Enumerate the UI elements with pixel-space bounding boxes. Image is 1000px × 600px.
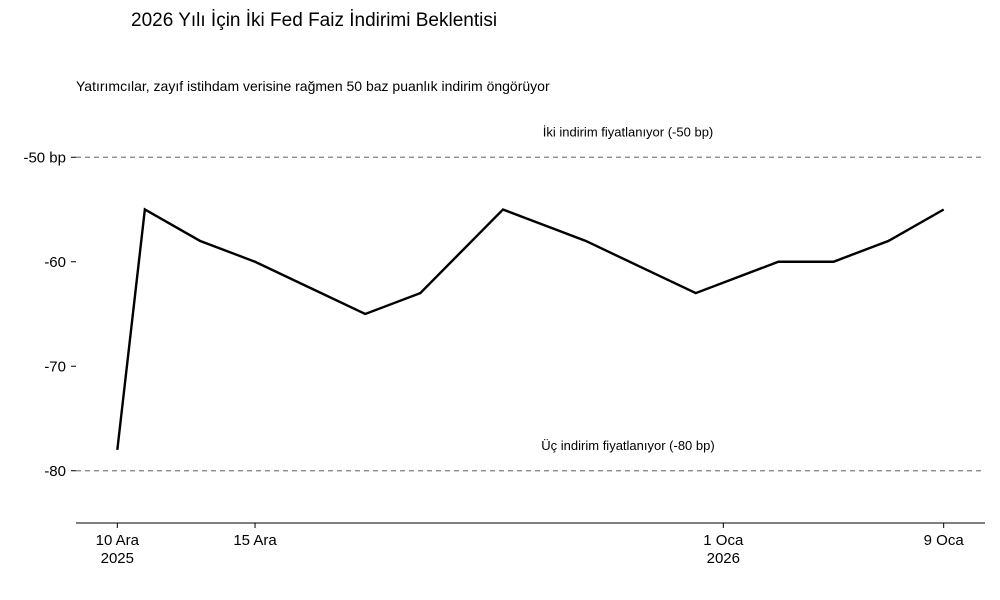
x-tick-label-2: 1 Oca (703, 532, 744, 549)
chart-subtitle: Yatırımcılar, zayıf istihdam verisine ra… (76, 78, 550, 94)
y-tick-label-0: -50 bp (23, 149, 66, 166)
y-tick-label-2: -70 (44, 358, 66, 375)
reference-line-label-0: İki indirim fiyatlanıyor (-50 bp) (543, 124, 714, 139)
series-group (116, 207, 945, 450)
reference-line-label-1: Üç indirim fiyatlanıyor (-80 bp) (541, 438, 714, 453)
y-tick-label-1: -60 (44, 254, 66, 271)
y-tick-label-3: -80 (44, 463, 66, 480)
x-tick-label-0: 10 Ara (96, 532, 140, 549)
x-tick-label-3: 9 Oca (924, 532, 965, 549)
x-tick-year-label-2: 2026 (707, 550, 740, 567)
x-tick-year-label-0: 2025 (101, 550, 134, 567)
series-line-0 (116, 207, 945, 450)
reference-lines: İki indirim fiyatlanıyor (-50 bp) Üç indi… (76, 124, 985, 472)
chart-title: 2026 Yılı İçin İki Fed Faiz İndirimi Bek… (131, 10, 498, 31)
x-tick-label-1: 15 Ara (233, 532, 277, 549)
